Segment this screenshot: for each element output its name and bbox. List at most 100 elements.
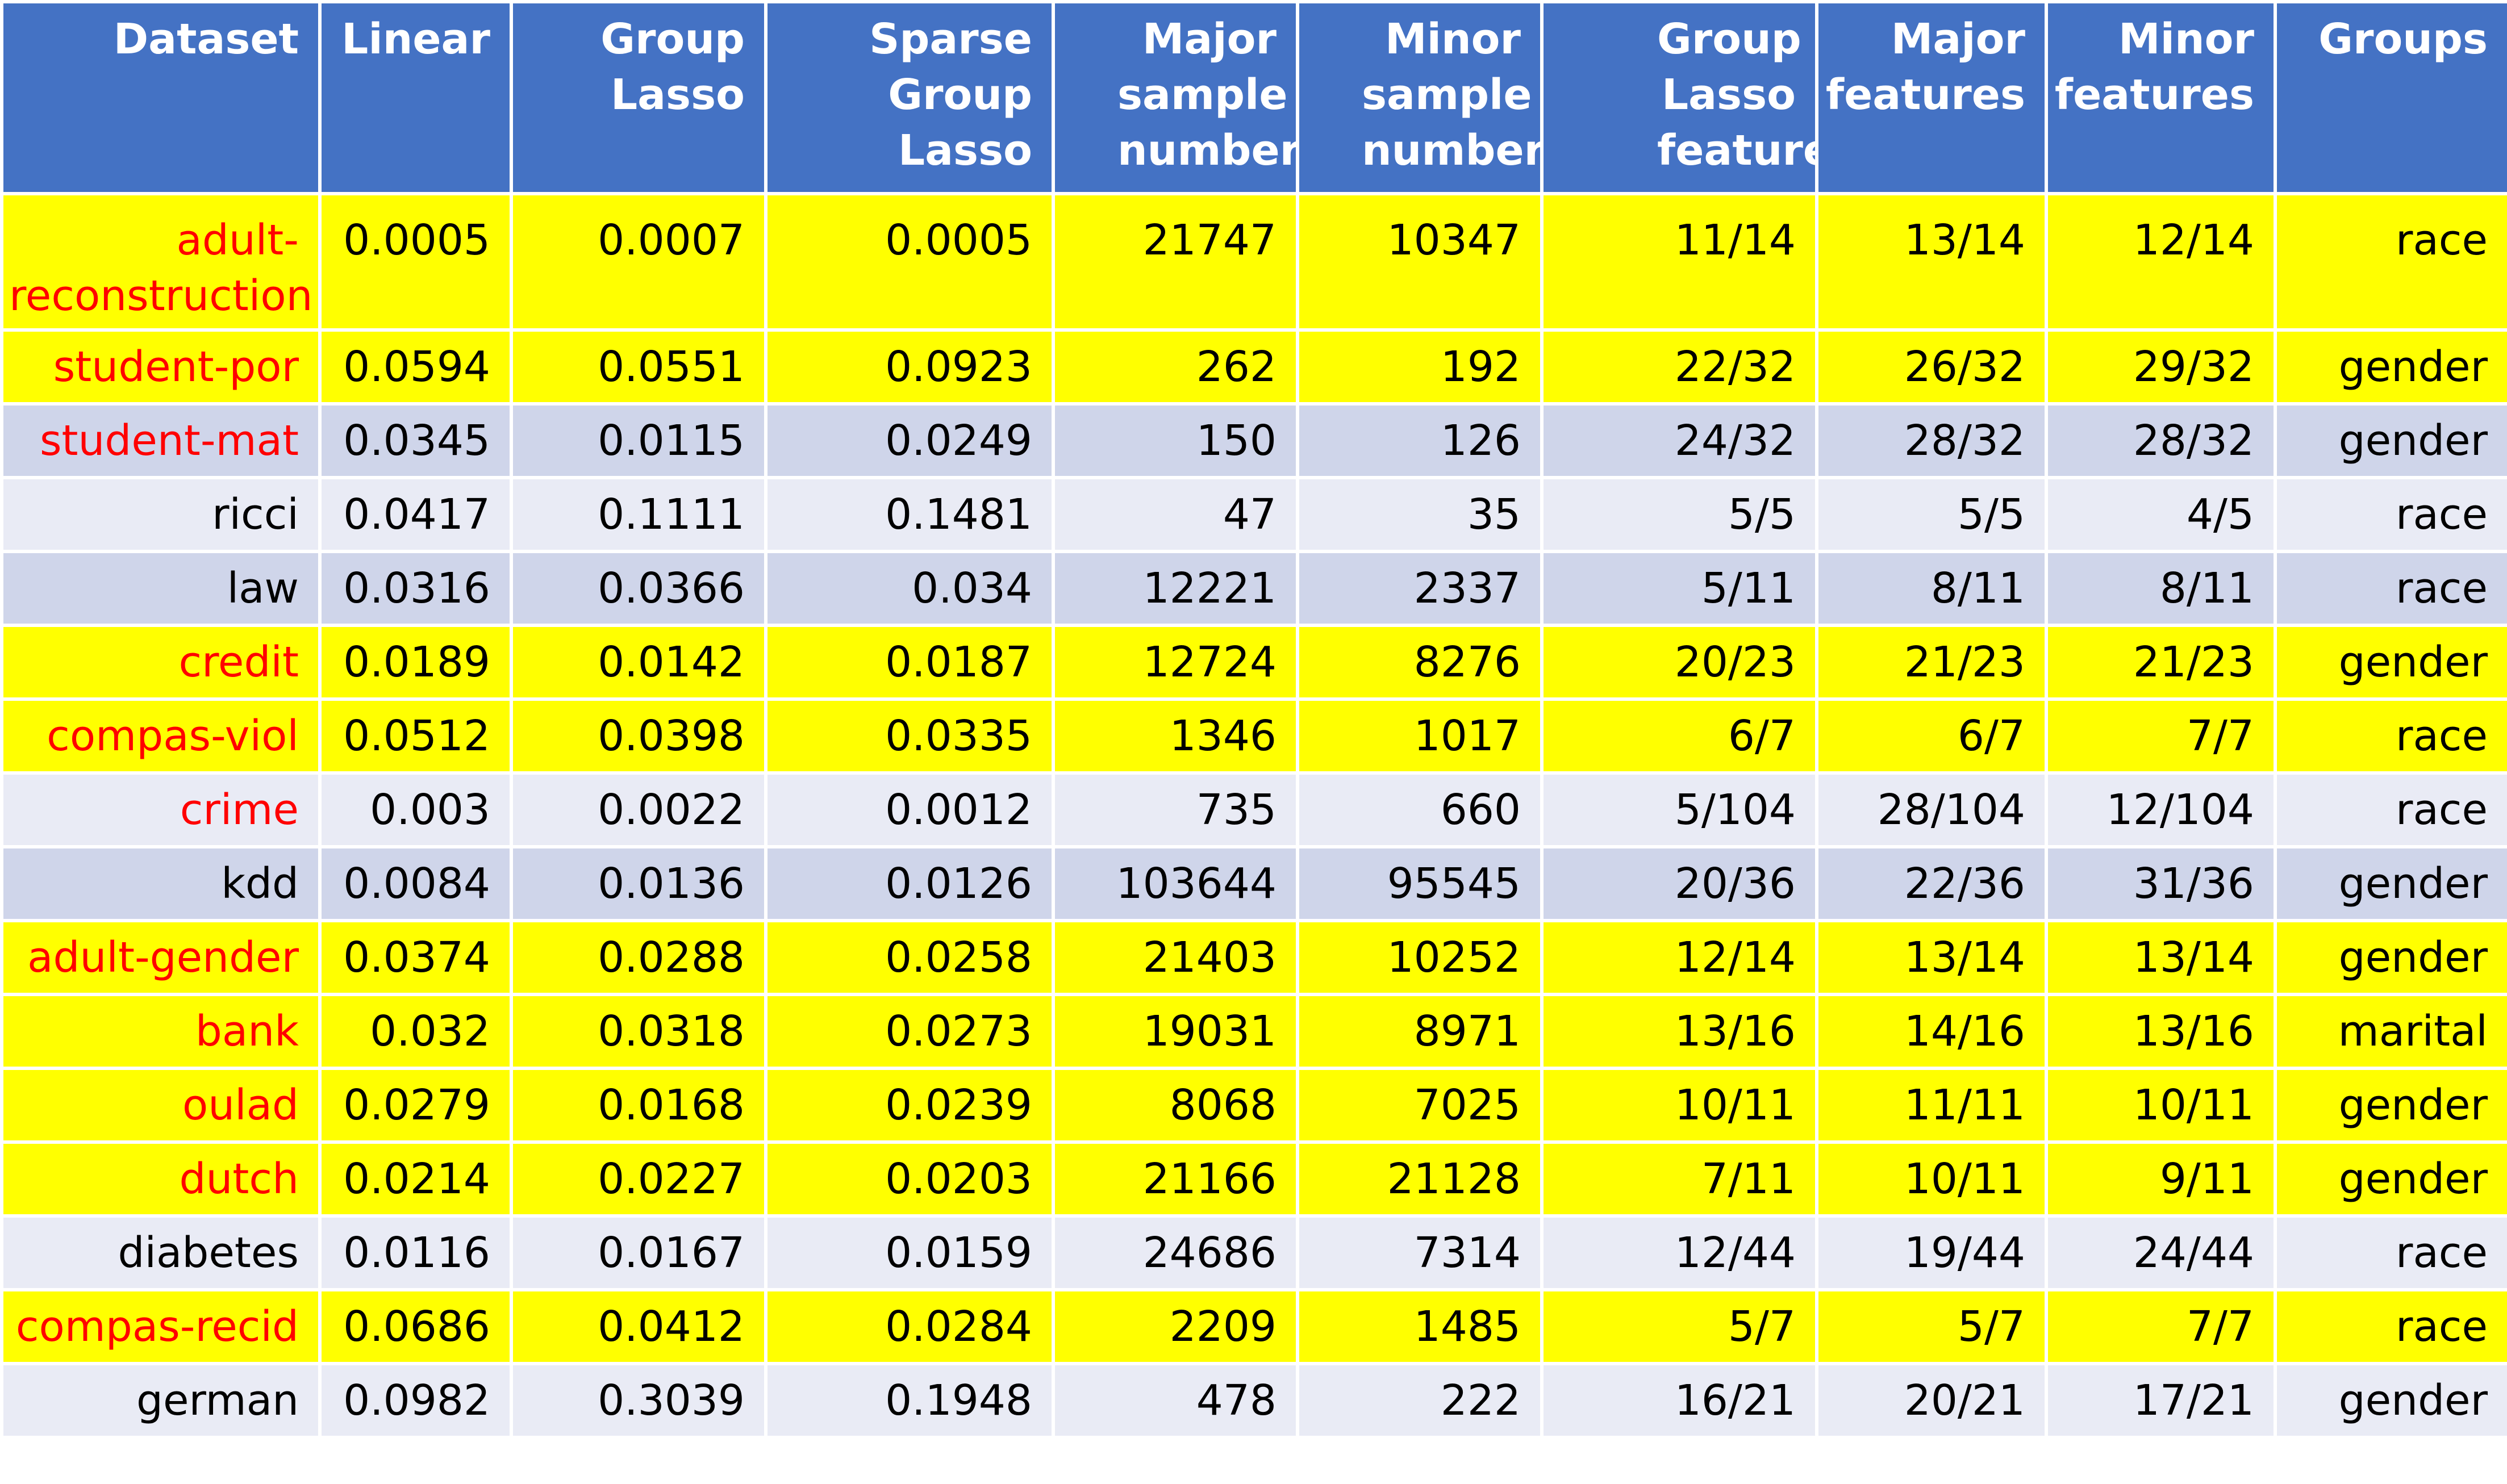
cell-minor-sample-numbers: 95545 [1296,845,1544,922]
cell-linear: 0.0084 [318,845,513,922]
cell-minor-sample-numbers: 2337 [1296,550,1544,627]
cell-linear: 0.0594 [318,328,513,406]
cell-minor-features: 4/5 [2045,476,2277,553]
cell-groups: race [2274,192,2507,332]
cell-major-sample-numbers: 1346 [1052,697,1299,775]
table-row: dutch 0.0214 0.0227 0.0203 21166 21128 7/11 10/… [0,1140,2507,1218]
table-row: student-por 0.0594 0.0551 0.0923 262 192 22/32… [0,328,2507,406]
cell-minor-sample-numbers: 10252 [1296,919,1544,996]
cell-sparse-group-lasso: 0.0284 [764,1288,1055,1365]
cell-major-sample-numbers: 21166 [1052,1140,1299,1218]
cell-minor-features: 17/21 [2045,1362,2277,1439]
cell-dataset: german [0,1362,322,1439]
cell-sparse-group-lasso: 0.0249 [764,402,1055,479]
cell-group-lasso: 0.0168 [510,1067,767,1144]
cell-major-features: 28/104 [1815,771,2048,848]
cell-dataset: law [0,550,322,627]
cell-linear: 0.0279 [318,1067,513,1144]
cell-major-features: 13/14 [1815,919,2048,996]
cell-groups: gender [2274,1067,2507,1144]
cell-groups: race [2274,697,2507,775]
table-row: credit 0.0189 0.0142 0.0187 12724 8276 20/23 21… [0,624,2507,701]
cell-groups: race [2274,771,2507,848]
header-linear: Linear [318,0,513,195]
cell-minor-sample-numbers: 35 [1296,476,1544,553]
cell-group-lasso-features: 5/7 [1540,1288,1818,1365]
cell-minor-sample-numbers: 660 [1296,771,1544,848]
cell-linear: 0.003 [318,771,513,848]
cell-linear: 0.0982 [318,1362,513,1439]
table-row: ricci 0.0417 0.1111 0.1481 47 35 5/5 5/5 4/5 race [0,476,2507,553]
cell-group-lasso-features: 12/44 [1540,1214,1818,1291]
table-row: law 0.0316 0.0366 0.034 12221 2337 5/11 8/11 8/1… [0,550,2507,627]
cell-minor-sample-numbers: 7025 [1296,1067,1544,1144]
cell-dataset: credit [0,624,322,701]
cell-groups: race [2274,1214,2507,1291]
cell-sparse-group-lasso: 0.0335 [764,697,1055,775]
cell-group-lasso-features: 24/32 [1540,402,1818,479]
cell-sparse-group-lasso: 0.0187 [764,624,1055,701]
cell-minor-sample-numbers: 1017 [1296,697,1544,775]
header-sparse-group-lasso: Sparse Group Lasso [764,0,1055,195]
cell-minor-features: 28/32 [2045,402,2277,479]
cell-group-lasso: 0.0366 [510,550,767,627]
cell-group-lasso-features: 12/14 [1540,919,1818,996]
cell-major-sample-numbers: 150 [1052,402,1299,479]
cell-major-sample-numbers: 12724 [1052,624,1299,701]
cell-minor-features: 24/44 [2045,1214,2277,1291]
cell-major-sample-numbers: 262 [1052,328,1299,406]
header-group-lasso: Group Lasso [510,0,767,195]
cell-major-sample-numbers: 47 [1052,476,1299,553]
cell-minor-features: 13/14 [2045,919,2277,996]
cell-major-features: 21/23 [1815,624,2048,701]
cell-group-lasso: 0.0136 [510,845,767,922]
cell-sparse-group-lasso: 0.1481 [764,476,1055,553]
cell-major-sample-numbers: 21747 [1052,192,1299,332]
cell-group-lasso: 0.0007 [510,192,767,332]
cell-sparse-group-lasso: 0.0923 [764,328,1055,406]
cell-sparse-group-lasso: 0.0203 [764,1140,1055,1218]
cell-minor-sample-numbers: 192 [1296,328,1544,406]
cell-minor-features: 31/36 [2045,845,2277,922]
table-row: crime 0.003 0.0022 0.0012 735 660 5/104 28/104 1… [0,771,2507,848]
cell-group-lasso: 0.0167 [510,1214,767,1291]
cell-linear: 0.0345 [318,402,513,479]
cell-major-sample-numbers: 735 [1052,771,1299,848]
cell-dataset: adult-reconstruction [0,192,322,332]
cell-group-lasso: 0.0412 [510,1288,767,1365]
cell-group-lasso-features: 20/23 [1540,624,1818,701]
table-row: german 0.0982 0.3039 0.1948 478 222 16/21 20/21… [0,1362,2507,1439]
cell-major-features: 13/14 [1815,192,2048,332]
cell-group-lasso-features: 22/32 [1540,328,1818,406]
header-major-features: Major features [1815,0,2048,195]
cell-sparse-group-lasso: 0.0012 [764,771,1055,848]
table-row: bank 0.032 0.0318 0.0273 19031 8971 13/16 14/16… [0,993,2507,1070]
cell-dataset: adult-gender [0,919,322,996]
cell-minor-sample-numbers: 10347 [1296,192,1544,332]
header-dataset: Dataset [0,0,322,195]
cell-groups: gender [2274,845,2507,922]
cell-group-lasso: 0.0288 [510,919,767,996]
cell-dataset: student-por [0,328,322,406]
cell-major-features: 8/11 [1815,550,2048,627]
cell-minor-features: 12/104 [2045,771,2277,848]
cell-minor-features: 10/11 [2045,1067,2277,1144]
cell-sparse-group-lasso: 0.0258 [764,919,1055,996]
table-row: diabetes 0.0116 0.0167 0.0159 24686 7314 12/44… [0,1214,2507,1291]
cell-major-features: 10/11 [1815,1140,2048,1218]
cell-major-features: 11/11 [1815,1067,2048,1144]
table-row: student-mat 0.0345 0.0115 0.0249 150 126 24/32… [0,402,2507,479]
cell-linear: 0.0214 [318,1140,513,1218]
table-row: kdd 0.0084 0.0136 0.0126 103644 95545 20/36 22/… [0,845,2507,922]
cell-dataset: ricci [0,476,322,553]
cell-group-lasso: 0.0551 [510,328,767,406]
cell-dataset: compas-recid [0,1288,322,1365]
cell-major-sample-numbers: 8068 [1052,1067,1299,1144]
cell-group-lasso: 0.0142 [510,624,767,701]
results-table: Dataset Linear Group Lasso Sparse Group … [0,0,2507,1439]
cell-dataset: crime [0,771,322,848]
header-major-sample-numbers: Major sample numbers [1052,0,1299,195]
cell-dataset: diabetes [0,1214,322,1291]
cell-linear: 0.0316 [318,550,513,627]
cell-group-lasso: 0.0022 [510,771,767,848]
